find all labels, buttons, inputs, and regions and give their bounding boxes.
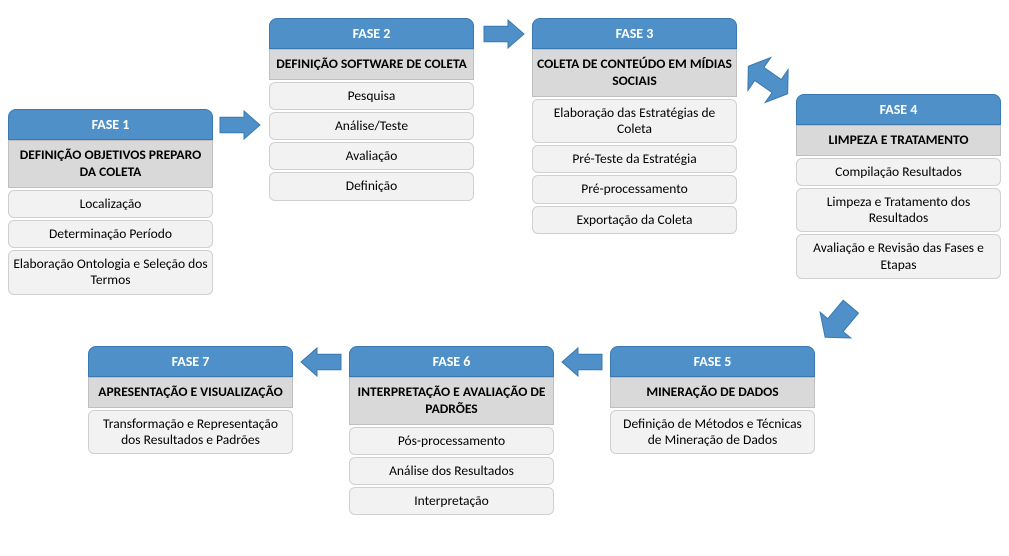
phase-box-fase1: FASE 1DEFINIÇÃO OBJETIVOS PREPARO DA COL…	[8, 109, 213, 295]
phase-title: COLETA DE CONTEÚDO EM MÍDIAS SOCIAIS	[532, 49, 737, 97]
phase-item: Determinação Período	[8, 220, 213, 248]
phase-item: Análise dos Resultados	[349, 457, 554, 485]
phase-box-fase5: FASE 5MINERAÇÃO DE DADOSDefinição de Mét…	[610, 346, 815, 454]
phase-header: FASE 7	[88, 346, 293, 377]
phase-item: Pré-processamento	[532, 175, 737, 203]
phase-item: Transformação e Representação dos Result…	[88, 410, 293, 454]
phase-item: Elaboração das Estratégias de Coleta	[532, 99, 737, 143]
phase-box-fase2: FASE 2DEFINIÇÃO SOFTWARE DE COLETAPesqui…	[269, 18, 474, 201]
phase-title: INTERPRETAÇÃO E AVALIAÇÃO DE PADRÕES	[349, 377, 554, 425]
phase-header: FASE 6	[349, 346, 554, 377]
phase-header: FASE 5	[610, 346, 815, 377]
phase-item: Avaliação	[269, 142, 474, 170]
phase-item: Interpretação	[349, 487, 554, 515]
phase-header: FASE 1	[8, 109, 213, 140]
phase-box-fase6: FASE 6INTERPRETAÇÃO E AVALIAÇÃO DE PADRÕ…	[349, 346, 554, 515]
phase-item: Pesquisa	[269, 82, 474, 110]
phase-item: Análise/Teste	[269, 112, 474, 140]
phase-item: Elaboração Ontologia e Seleção dos Termo…	[8, 250, 213, 294]
phase-box-fase4: FASE 4LIMPEZA E TRATAMENTOCompilação Res…	[796, 94, 1001, 279]
phase-header: FASE 3	[532, 18, 737, 49]
phase-box-fase7: FASE 7APRESENTAÇÃO E VISUALIZAÇÃOTransfo…	[88, 346, 293, 454]
phase-item: Compilação Resultados	[796, 158, 1001, 186]
phase-header: FASE 2	[269, 18, 474, 49]
phase-item: Pré-Teste da Estratégia	[532, 145, 737, 173]
phase-item: Definição	[269, 172, 474, 200]
phase-title: LIMPEZA E TRATAMENTO	[796, 125, 1001, 156]
phase-item: Pós-processamento	[349, 427, 554, 455]
phase-header: FASE 4	[796, 94, 1001, 125]
phase-item: Localização	[8, 190, 213, 218]
phase-title: DEFINIÇÃO OBJETIVOS PREPARO DA COLETA	[8, 140, 213, 188]
phase-box-fase3: FASE 3COLETA DE CONTEÚDO EM MÍDIAS SOCIA…	[532, 18, 737, 234]
phase-item: Avaliação e Revisão das Fases e Etapas	[796, 234, 1001, 278]
phase-title: MINERAÇÃO DE DADOS	[610, 377, 815, 408]
phase-item: Limpeza e Tratamento dos Resultados	[796, 188, 1001, 232]
phase-title: DEFINIÇÃO SOFTWARE DE COLETA	[269, 49, 474, 80]
phase-item: Exportação da Coleta	[532, 206, 737, 234]
phase-title: APRESENTAÇÃO E VISUALIZAÇÃO	[88, 377, 293, 408]
phase-item: Definição de Métodos e Técnicas de Miner…	[610, 410, 815, 454]
